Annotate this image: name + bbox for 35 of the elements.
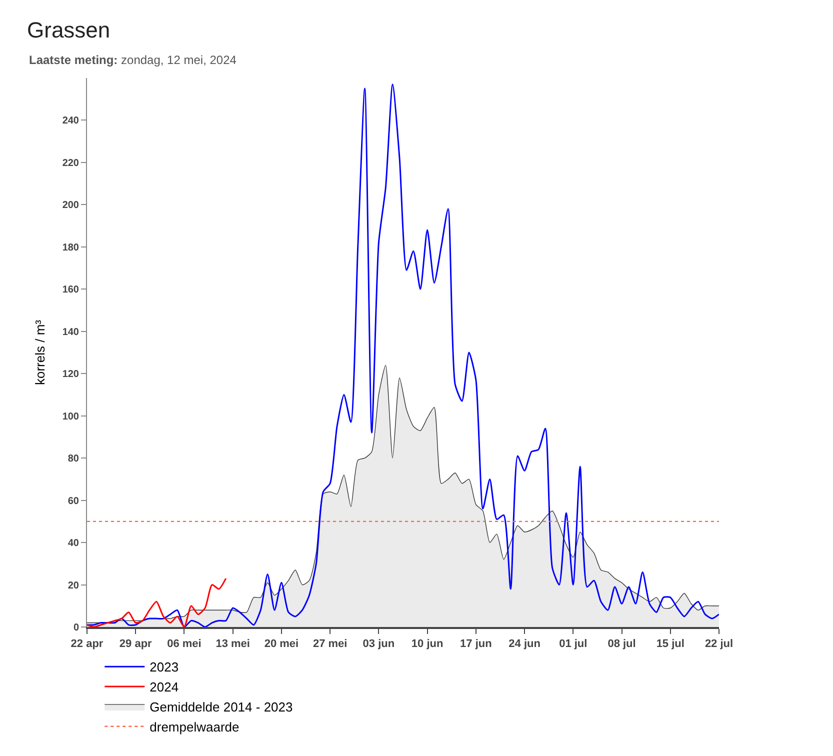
y-tick-label: 160 bbox=[62, 284, 80, 296]
y-tick-label: 100 bbox=[62, 411, 80, 422]
chart-subtitle: Laatste meting: zondag, 12 mei, 2024 bbox=[29, 53, 237, 67]
x-tick-label: 24 jun bbox=[508, 638, 541, 650]
legend-label: Gemiddelde 2014 - 2023 bbox=[150, 700, 293, 715]
y-tick-label: 40 bbox=[68, 538, 80, 550]
y-tick-label: 20 bbox=[68, 580, 80, 592]
x-tick-label: 10 jun bbox=[411, 638, 444, 650]
x-tick-label: 15 jul bbox=[656, 638, 684, 650]
x-tick-label: 06 mei bbox=[167, 638, 202, 650]
x-tick-label: 01 jul bbox=[559, 638, 588, 650]
y-tick-label: 240 bbox=[62, 116, 80, 127]
legend-label: drempelwaarde bbox=[150, 719, 240, 734]
y-tick-label: 60 bbox=[68, 496, 80, 507]
legend-label: 2024 bbox=[150, 680, 179, 695]
y-tick-label: 140 bbox=[62, 326, 80, 338]
x-tick-label: 29 apr bbox=[119, 638, 153, 650]
y-tick-label: 220 bbox=[62, 158, 80, 169]
y-axis-title: korrels / m³ bbox=[32, 319, 48, 385]
y-tick-label: 120 bbox=[62, 369, 80, 380]
y-tick-label: 180 bbox=[62, 242, 80, 254]
x-tick-label: 17 jun bbox=[460, 638, 492, 650]
y-tick-label: 0 bbox=[73, 622, 80, 634]
x-tick-label: 27 mei bbox=[312, 638, 348, 650]
x-tick-label: 08 jul bbox=[608, 638, 636, 650]
legend-label: 2023 bbox=[150, 660, 179, 675]
line-series bbox=[87, 578, 227, 627]
y-tick-label: 80 bbox=[68, 454, 80, 465]
chart-title: Grassen bbox=[27, 18, 110, 43]
y-tick-label: 200 bbox=[62, 200, 80, 212]
x-tick-label: 22 jul bbox=[704, 638, 734, 650]
x-tick-label: 20 mei bbox=[264, 638, 299, 650]
x-tick-label: 22 apr bbox=[70, 638, 104, 650]
x-tick-label: 13 mei bbox=[216, 638, 250, 650]
x-tick-label: 03 jun bbox=[362, 638, 395, 650]
